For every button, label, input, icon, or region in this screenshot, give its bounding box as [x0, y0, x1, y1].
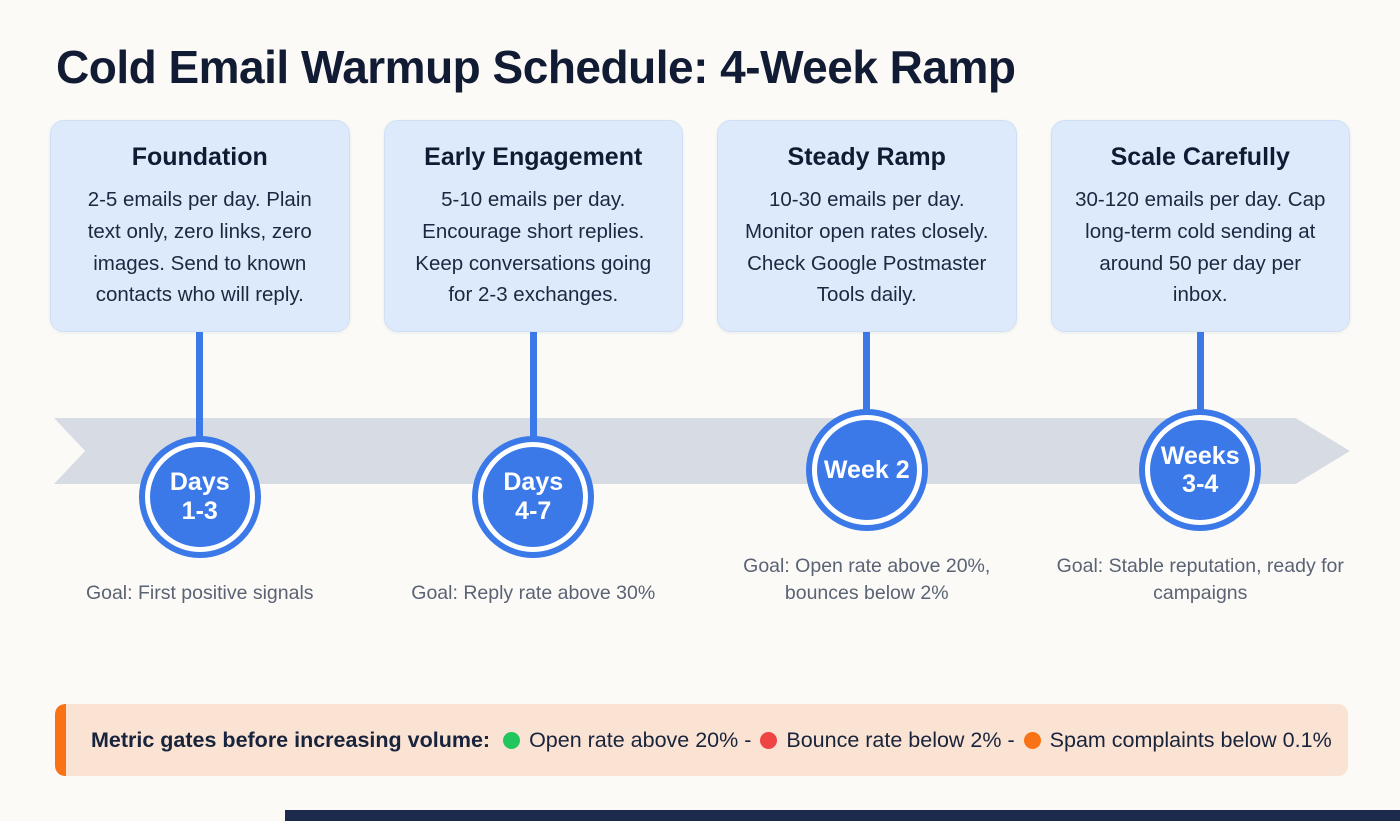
stage-marker-line1: Days	[169, 467, 230, 496]
stage-early-engagement: Early Engagement 5-10 emails per day. En…	[383, 120, 683, 606]
stage-connector-line	[1196, 332, 1204, 416]
stage-scale-carefully: Scale Carefully 30-120 emails per day. C…	[1050, 120, 1350, 606]
stage-connector-line	[196, 332, 204, 442]
stage-goal: Goal: Reply rate above 30%	[411, 581, 656, 604]
stage-card-body: 5-10 emails per day. Encourage short rep…	[415, 188, 652, 307]
timeline-arrow	[54, 418, 1350, 484]
stage-card-body: 2-5 emails per day. Plain text only, zer…	[87, 188, 312, 307]
stage-marker-line2: 3-4	[1182, 470, 1219, 499]
stage-marker-line1: Weeks	[1160, 441, 1240, 470]
spam-complaints-dot-icon	[1023, 731, 1041, 749]
stage-goal: Goal: Open rate above 20%, bounces below…	[743, 555, 991, 604]
stage-marker-circle: Days 4-7	[478, 441, 589, 552]
stage-marker-line1: Days	[503, 467, 564, 496]
stage-steady-ramp: Steady Ramp 10-30 emails per day. Monito…	[717, 120, 1017, 606]
stage-connector-line	[529, 332, 537, 442]
stage-marker-circle: Days 1-3	[144, 441, 255, 552]
stage-connector-line	[863, 332, 871, 416]
stage-card: Steady Ramp 10-30 emails per day. Monito…	[717, 120, 1017, 333]
stage-card: Scale Carefully 30-120 emails per day. C…	[1050, 120, 1350, 333]
stage-card-body: 10-30 emails per day. Monitor open rates…	[745, 188, 989, 307]
stage-marker-circle: Week 2	[811, 415, 922, 526]
page-title: Cold Email Warmup Schedule: 4-Week Ramp	[56, 41, 1016, 93]
banner-item-open-rate: Open rate above 20% -	[529, 727, 752, 752]
stage-card-title: Early Engagement	[424, 143, 643, 171]
bounce-rate-dot-icon	[760, 731, 778, 749]
banner-content: Metric gates before increasing volume: O…	[55, 728, 1332, 753]
stage-goal: Goal: Stable reputation, ready for campa…	[1056, 555, 1344, 604]
open-rate-dot-icon	[503, 731, 521, 749]
stage-marker-circle: Weeks 3-4	[1145, 415, 1256, 526]
metric-gates-banner: Metric gates before increasing volume: O…	[55, 704, 1348, 776]
banner-label: Metric gates before increasing volume:	[91, 727, 491, 752]
stage-card-title: Scale Carefully	[1110, 143, 1290, 171]
banner-item-spam-complaints: Spam complaints below 0.1%	[1049, 727, 1332, 752]
timeline-stages: Foundation 2-5 emails per day. Plain tex…	[50, 120, 1350, 606]
banner-item-bounce-rate: Bounce rate below 2% -	[786, 727, 1015, 752]
stage-marker-line2: 1-3	[181, 496, 218, 525]
stage-foundation: Foundation 2-5 emails per day. Plain tex…	[50, 120, 350, 606]
stage-marker-line2: 4-7	[515, 496, 552, 525]
footer-accent-bar	[285, 810, 1400, 821]
banner-accent-bar	[55, 704, 66, 776]
stage-card-title: Steady Ramp	[787, 143, 946, 171]
stage-card: Foundation 2-5 emails per day. Plain tex…	[50, 120, 350, 333]
stage-goal: Goal: First positive signals	[85, 581, 314, 604]
stage-card: Early Engagement 5-10 emails per day. En…	[383, 120, 683, 333]
stage-card-title: Foundation	[131, 143, 268, 171]
stage-marker-line1: Week 2	[823, 456, 910, 484]
stage-card-body: 30-120 emails per day. Cap long-term col…	[1075, 188, 1326, 307]
